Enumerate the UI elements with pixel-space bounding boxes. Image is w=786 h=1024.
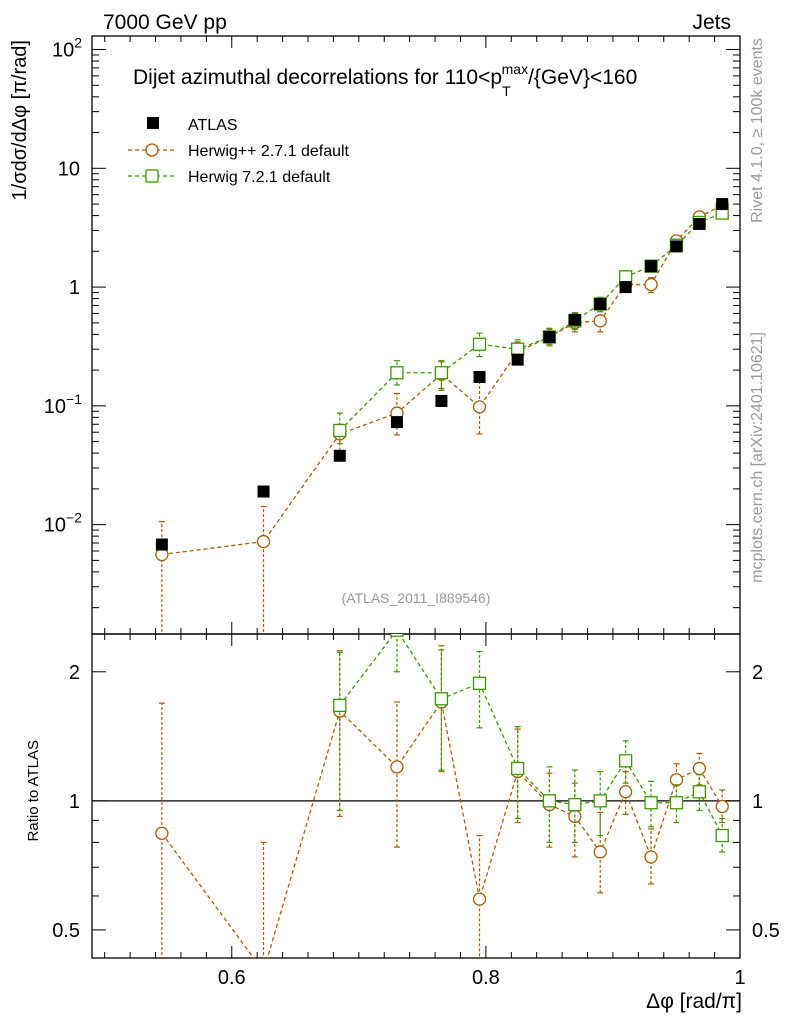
- ratio-point-herwig-2-7-1-default: [669, 773, 684, 787]
- main-y-tick-label: 1: [69, 277, 80, 299]
- ratio-point-herwig-2-7-1-default: [390, 760, 404, 774]
- ratio-point-herwig-7-2-1-default: [510, 761, 525, 776]
- main-point-herwig-7-2-1-default: [333, 423, 347, 438]
- ratio-point-herwig-7-2-1-default: [669, 796, 684, 810]
- ratio-y-tick-label-right: 2: [752, 662, 763, 684]
- ratio-point-herwig-7-2-1-default: [333, 698, 347, 713]
- main-y-tick-label: 10−1: [44, 391, 82, 418]
- ratio-line-herwig-2-7-1-default: [161, 700, 723, 958]
- ratio-y-tick-label-right: 1: [752, 791, 763, 813]
- legend: ATLAS Herwig++ 2.7.1 default Herwig 7.2.…: [128, 117, 350, 186]
- ratio-plot-frame: [91, 633, 741, 959]
- main-point-atlas: [390, 416, 403, 429]
- main-point-herwig-2-7-1-default: [593, 314, 607, 328]
- main-point-atlas: [511, 353, 524, 366]
- ratio-point-herwig-2-7-1-default: [644, 850, 658, 864]
- main-series-herwig-2-7-1-default: [155, 198, 729, 634]
- ratio-point-herwig-2-7-1-default: [258, 965, 270, 977]
- legend-marker-herwigpp: [145, 143, 159, 157]
- x-tick-label: 1: [734, 967, 745, 989]
- main-y-tick-label: 102: [52, 35, 82, 62]
- x-tick-label: 0.8: [472, 967, 500, 989]
- main-point-atlas: [716, 198, 729, 211]
- main-point-herwig-7-2-1-default: [434, 366, 449, 380]
- ratio-point-herwig-7-2-1-default: [644, 796, 658, 810]
- main-point-atlas: [693, 217, 706, 230]
- chart-title: Dijet azimuthal decorrelations for 110<p…: [133, 61, 637, 99]
- main-point-herwig-7-2-1-default: [472, 337, 487, 351]
- ratio-series: [155, 634, 729, 977]
- main-point-herwig-7-2-1-default: [510, 342, 525, 356]
- mcplots-reference-label: mcplots.cern.ch [arXiv:2401.10621]: [749, 332, 766, 583]
- ratio-point-herwig-7-2-1-default: [618, 754, 633, 768]
- main-point-herwig-2-7-1-default: [644, 277, 658, 292]
- ratio-point-herwig-7-2-1-default: [434, 692, 449, 706]
- main-series-atlas: [155, 198, 729, 551]
- main-point-atlas: [435, 394, 448, 407]
- main-point-atlas: [543, 330, 556, 343]
- ratio-point-herwig-2-7-1-default: [692, 761, 706, 776]
- ratio-point-herwig-7-2-1-default: [390, 634, 404, 637]
- ratio-point-herwig-2-7-1-default: [472, 892, 487, 906]
- main-y-tick-label: 10−2: [44, 510, 82, 537]
- x-axis-label: Δφ [rad/π]: [646, 990, 742, 1013]
- main-point-atlas: [645, 260, 658, 273]
- ratio-point-herwig-7-2-1-default: [542, 794, 557, 808]
- main-point-atlas: [568, 313, 581, 326]
- main-axes: 10−2 10−1 1 10 102: [44, 35, 741, 634]
- main-point-herwig-2-7-1-default: [256, 534, 271, 549]
- ratio-point-herwig-7-2-1-default: [568, 797, 582, 812]
- legend-marker-herwig7: [145, 169, 159, 183]
- header-left: 7000 GeV pp: [103, 11, 227, 34]
- ratio-point-herwig-7-2-1-default: [472, 676, 487, 690]
- ratio-point-herwig-7-2-1-default: [593, 794, 607, 808]
- legend-label-atlas: ATLAS: [188, 117, 238, 134]
- main-point-herwig-2-7-1-default: [472, 400, 487, 414]
- ratio-point-herwig-2-7-1-default: [618, 785, 633, 799]
- main-point-atlas: [155, 538, 168, 551]
- ratio-point-herwig-7-2-1-default: [715, 828, 729, 843]
- ratio-series-herwig-7-2-1-default: [333, 634, 729, 853]
- main-point-atlas: [594, 298, 607, 311]
- ratio-point-herwig-2-7-1-default: [593, 845, 607, 859]
- ratio-y-axis-label: Ratio to ATLAS: [25, 740, 42, 841]
- ratio-point-herwig-2-7-1-default: [715, 799, 729, 814]
- main-series: [155, 198, 729, 634]
- main-point-atlas: [333, 449, 346, 462]
- x-tick-label: 0.6: [218, 967, 246, 989]
- main-point-herwig-7-2-1-default: [390, 366, 404, 380]
- main-point-atlas: [619, 281, 632, 294]
- analysis-id-watermark: (ATLAS_2011_I889546): [342, 590, 491, 606]
- main-point-herwig-7-2-1-default: [618, 270, 633, 284]
- ratio-y-tick-label: 2: [69, 662, 80, 684]
- main-point-atlas: [473, 370, 486, 383]
- main-y-axis-label: 1/σdσ/dΔφ [π/rad]: [9, 40, 31, 200]
- legend-label-herwigpp: Herwig++ 2.7.1 default: [188, 143, 350, 160]
- ratio-y-tick-label: 1: [69, 791, 80, 813]
- header-right: Jets: [692, 11, 731, 34]
- legend-marker-atlas: [147, 117, 159, 129]
- rivet-version-label: Rivet 4.1.0, ≥ 100k events: [749, 38, 766, 223]
- ratio-point-herwig-7-2-1-default: [692, 785, 706, 799]
- main-point-atlas: [257, 485, 270, 498]
- main-y-tick-label: 10: [58, 158, 80, 180]
- ratio-y-tick-label: 0.5: [52, 920, 80, 942]
- legend-label-herwig7: Herwig 7.2.1 default: [188, 169, 331, 186]
- ratio-point-herwig-2-7-1-default: [155, 826, 169, 840]
- ratio-y-tick-label-right: 0.5: [752, 920, 780, 942]
- ratio-axes: 0.6 0.8 1 0.5 0.5 1 1 2 2: [52, 634, 780, 989]
- main-point-atlas: [670, 240, 683, 253]
